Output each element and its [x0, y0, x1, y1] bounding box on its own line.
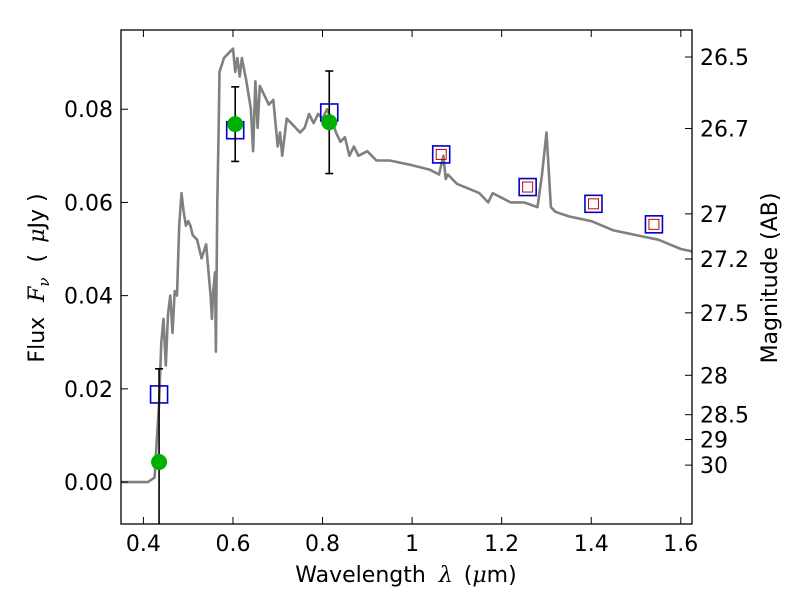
- mag-tick-label: 27.2: [700, 248, 749, 273]
- x-axis-title: Wavelength λ (μm): [295, 563, 516, 588]
- x-tick-label: 1.2: [484, 532, 519, 557]
- mag-tick-label: 26.5: [700, 46, 749, 71]
- mag-tick-label: 29: [700, 429, 728, 454]
- mag-tick-label: 26.7: [700, 118, 749, 143]
- observed-flux-point: [227, 116, 244, 133]
- y-tick-label: 0.04: [64, 285, 113, 310]
- x-tick-label: 1.6: [663, 532, 698, 557]
- plot-frame: [120, 29, 693, 525]
- observed-flux-point: [151, 454, 168, 471]
- sed-model-line: [121, 47, 693, 484]
- data-layer: [121, 47, 693, 524]
- x-tick-label: 0.6: [215, 532, 250, 557]
- y-tick-label: 0.08: [64, 98, 113, 123]
- plot-background: [121, 30, 692, 524]
- model-inner-square: [648, 218, 660, 230]
- axes: [120, 29, 693, 525]
- y-tick-label: 0.06: [64, 191, 113, 216]
- mag-tick-label: 27.5: [700, 302, 749, 327]
- x-tick-label: 1: [405, 532, 419, 557]
- mag-tick-label: 27: [700, 203, 728, 228]
- x-tick-label: 0.4: [126, 532, 161, 557]
- observed-flux-point: [321, 114, 338, 131]
- model-photometry-square: [431, 145, 451, 164]
- model-photometry-square: [584, 194, 603, 214]
- model-photometry-square: [644, 215, 664, 234]
- tick-labels: 0.4 0.6 0.8 1 1.2 1.4 1.6 0.00 0.02 0.04 0.06 0.08 2…: [64, 46, 749, 557]
- y-tick-label: 0.00: [64, 471, 113, 496]
- mag-tick-label: 30: [700, 454, 728, 479]
- plot-area: [121, 30, 692, 524]
- model-photometry-square: [518, 177, 537, 197]
- model-inner-square: [435, 148, 447, 160]
- mag-tick-label: 28.5: [700, 404, 749, 429]
- y-tick-label: 0.02: [64, 378, 113, 403]
- model-inner-square: [587, 198, 599, 210]
- y-axis-title: Flux Fν ( μJy ): [25, 193, 55, 362]
- x-tick-label: 0.8: [305, 532, 340, 557]
- model-inner-square: [522, 181, 534, 193]
- x-tick-label: 1.4: [574, 532, 609, 557]
- y2-axis-title: Magnitude (AB): [758, 193, 783, 364]
- mag-tick-label: 28: [700, 364, 728, 389]
